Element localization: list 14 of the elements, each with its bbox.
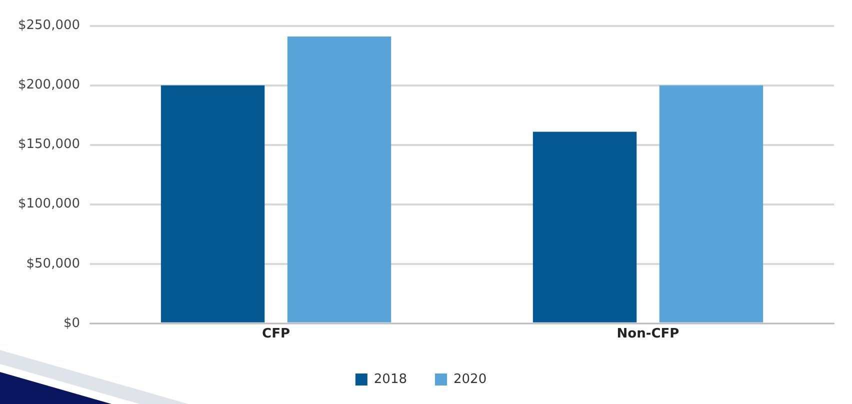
y-tick-label: $250,000: [18, 18, 80, 34]
bar: [160, 85, 265, 322]
x-tick-label: Non-CFP: [616, 326, 680, 342]
bar: [287, 36, 392, 322]
y-tick-label: $50,000: [26, 256, 80, 272]
y-tick-label: $0: [63, 316, 80, 331]
x-tick-label: CFP: [262, 326, 290, 342]
bar: [532, 132, 637, 322]
legend-label: 2018: [374, 372, 408, 387]
y-tick-label: $200,000: [18, 78, 80, 93]
y-tick-label: $100,000: [18, 196, 80, 212]
legend-label: 2020: [454, 372, 487, 387]
bar: [659, 85, 764, 322]
y-tick-label: $150,000: [18, 137, 80, 152]
